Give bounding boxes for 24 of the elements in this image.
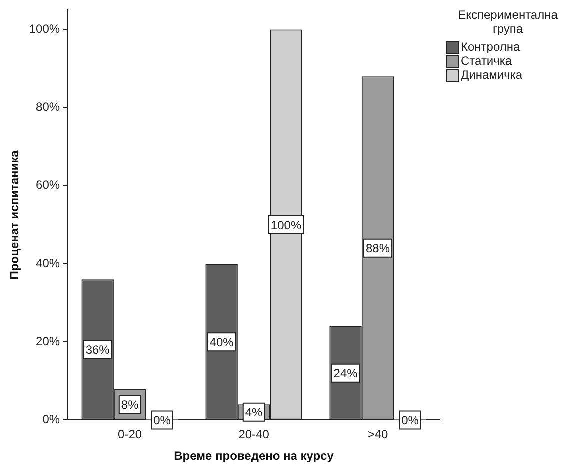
data-label: 4% — [245, 406, 264, 420]
y-tick-label: 80% — [36, 100, 60, 114]
legend-label: Динамичка — [461, 68, 523, 82]
x-tick-label: 0-20 — [118, 428, 142, 442]
y-tick-label: 0% — [42, 412, 60, 427]
data-label: 40% — [210, 335, 234, 350]
y-tick-label: 60% — [36, 178, 60, 192]
y-tick-label: 100% — [29, 22, 60, 36]
legend-label: Контролна — [461, 40, 520, 54]
data-label: 88% — [366, 242, 390, 256]
data-label: 8% — [121, 398, 140, 412]
x-axis-title: Време проведено на курсу — [174, 449, 334, 464]
y-tick-label: 40% — [36, 256, 60, 270]
legend-label: Статичка — [461, 54, 512, 68]
y-tick-label: 20% — [36, 334, 60, 348]
data-label: 100% — [270, 218, 302, 232]
data-label: 36% — [86, 343, 110, 358]
data-label: 24% — [334, 366, 358, 381]
legend-title: Експериментална група — [457, 8, 559, 36]
data-label: 0% — [402, 414, 420, 428]
data-label: 0% — [154, 414, 172, 428]
y-axis-title: Проценат испитаника — [8, 150, 22, 280]
x-tick-label: >40 — [368, 428, 389, 442]
x-tick-label: 20-40 — [238, 428, 270, 442]
